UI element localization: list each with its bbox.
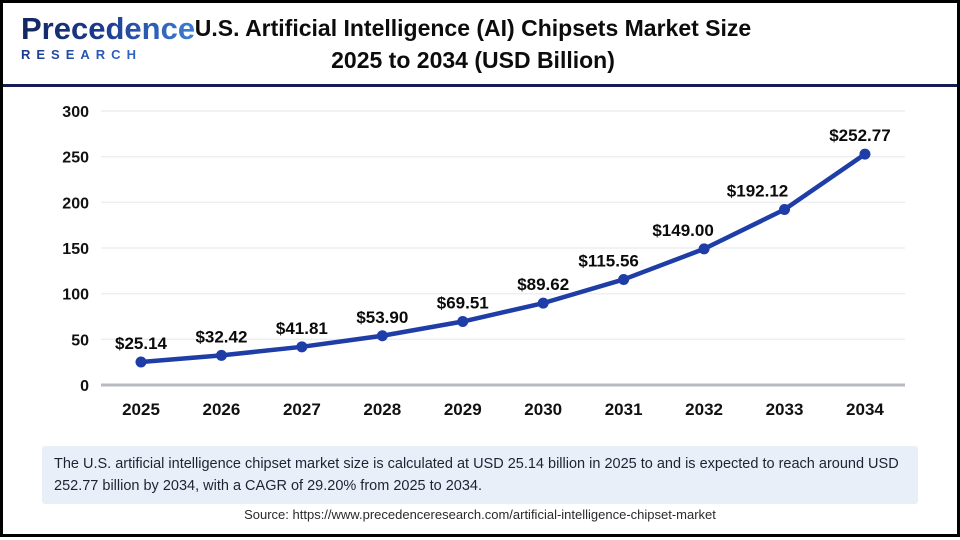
y-axis-tick-label: 150	[62, 241, 89, 258]
data-point-label: $149.00	[652, 221, 713, 240]
data-point-marker	[859, 148, 871, 160]
data-point-label: $53.90	[356, 308, 408, 327]
chart-title-line2: 2025 to 2034 (USD Billion)	[331, 47, 615, 73]
data-point-label: $32.42	[195, 327, 247, 346]
x-axis-tick-label: 2034	[846, 400, 884, 419]
y-axis-tick-label: 250	[62, 150, 89, 167]
x-axis-tick-label: 2026	[203, 400, 241, 419]
data-point-label: $89.62	[517, 275, 569, 294]
data-point-marker	[698, 243, 710, 255]
y-axis-tick-label: 50	[71, 332, 89, 349]
data-point-marker	[376, 330, 388, 342]
data-point-marker	[618, 273, 630, 285]
data-point-label: $25.14	[115, 334, 168, 353]
data-point-marker	[457, 316, 469, 328]
precedence-research-logo: Precedence RESEARCH	[21, 13, 201, 63]
data-point-label: $192.12	[727, 182, 788, 201]
logo-wordmark: Precedence	[21, 13, 201, 45]
summary-note: The U.S. artificial intelligence chipset…	[42, 446, 918, 504]
data-point-marker	[296, 341, 308, 353]
y-axis-tick-label: 300	[62, 104, 89, 121]
x-axis-tick-label: 2027	[283, 400, 321, 419]
series-line	[138, 151, 868, 365]
data-point-label: $69.51	[437, 294, 489, 313]
y-axis-tick-label: 0	[80, 378, 89, 395]
x-axis-tick-label: 2033	[766, 400, 804, 419]
chart-title: U.S. Artificial Intelligence (AI) Chipse…	[123, 12, 823, 76]
data-point-marker	[215, 349, 227, 361]
data-point-label: $115.56	[578, 251, 639, 270]
data-point-label: $41.81	[276, 319, 328, 338]
x-axis-tick-label: 2028	[363, 400, 401, 419]
x-axis-tick-label: 2031	[605, 400, 643, 419]
line-chart: 0 50 100 150 200 250 300 2025 2026 2027 2028 2029 20…	[62, 104, 905, 419]
y-axis-tick-label: 100	[62, 287, 89, 304]
x-axis-tick-label: 2030	[524, 400, 562, 419]
y-axis-tick-label: 200	[62, 195, 89, 212]
data-point-marker	[779, 204, 791, 216]
data-point-marker	[537, 297, 549, 309]
data-point-marker	[135, 356, 147, 368]
header: Precedence RESEARCH U.S. Artificial Inte…	[3, 3, 957, 84]
header-divider	[3, 84, 957, 87]
x-axis-tick-label: 2029	[444, 400, 482, 419]
source-text: Source: https://www.precedenceresearch.c…	[244, 507, 716, 522]
x-axis-tick-label: 2032	[685, 400, 723, 419]
x-axis-tick-label: 2025	[122, 400, 160, 419]
data-point-label: $252.77	[829, 126, 890, 145]
chart-title-line1: U.S. Artificial Intelligence (AI) Chipse…	[194, 15, 752, 41]
logo-subtitle: RESEARCH	[21, 47, 201, 62]
